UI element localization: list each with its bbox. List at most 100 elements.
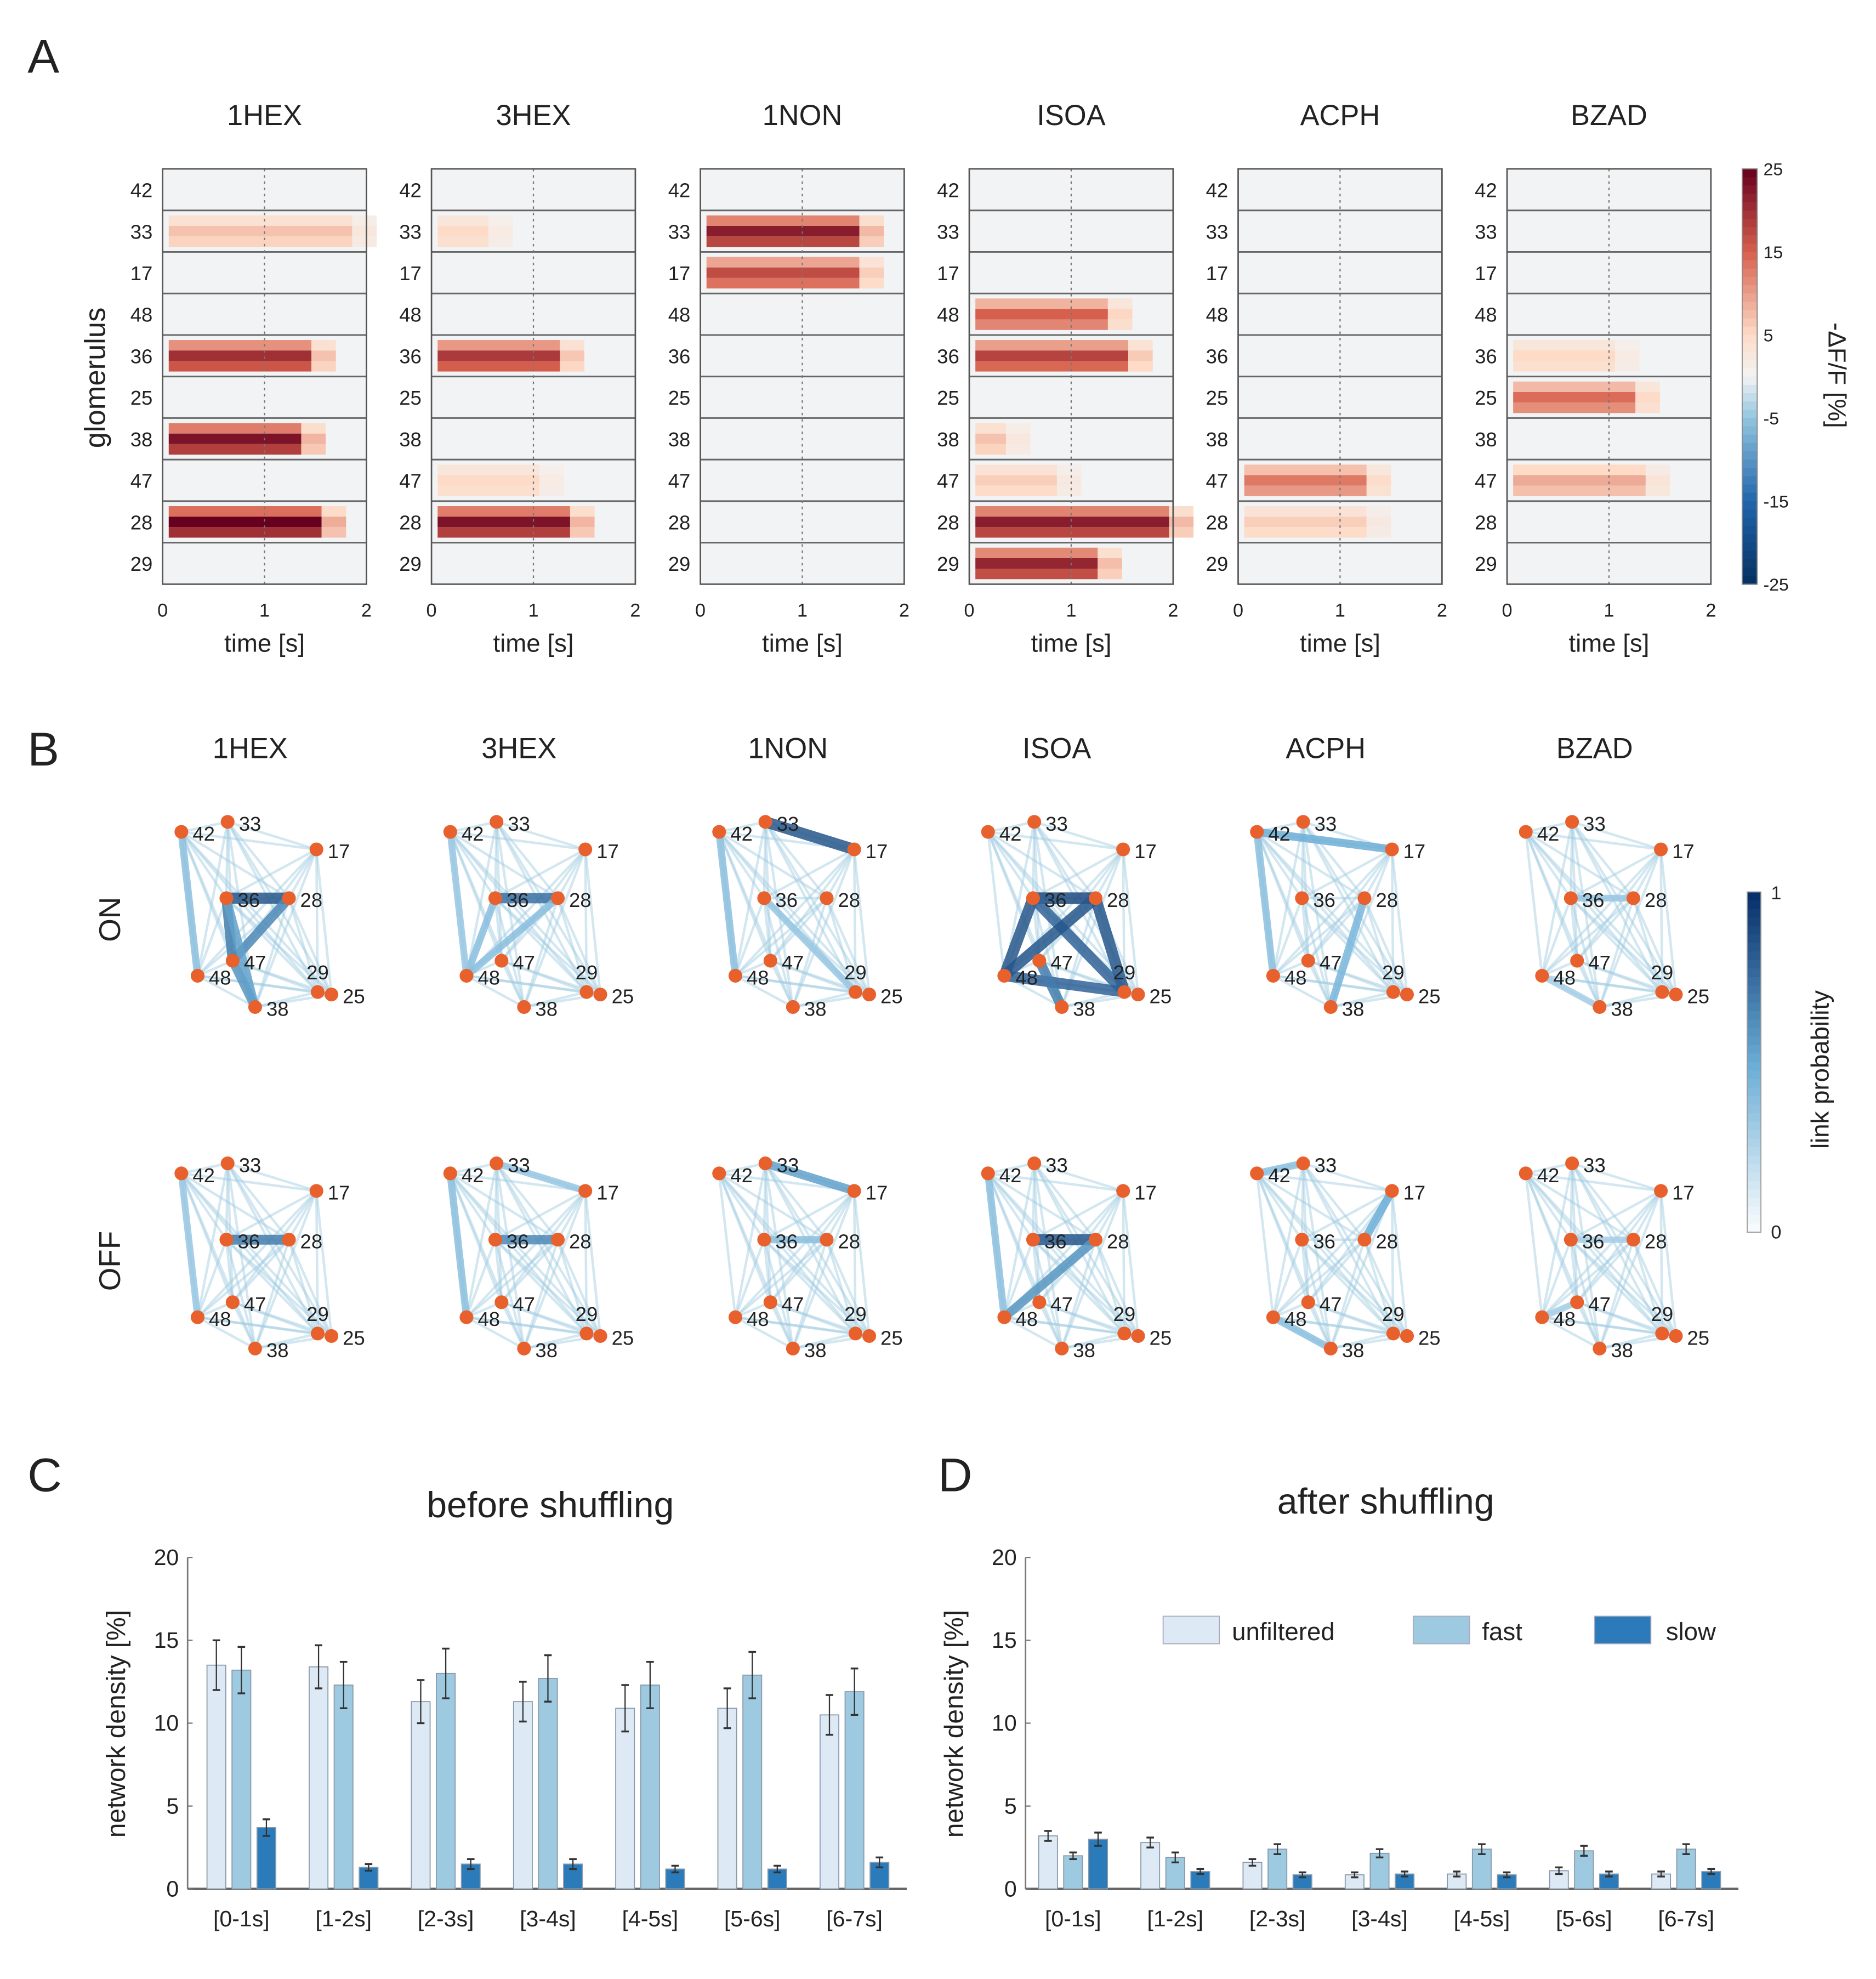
colorbar-cell: [1747, 1028, 1761, 1037]
link: [196, 1239, 228, 1318]
link: [987, 830, 1123, 851]
link: [987, 1173, 1041, 1303]
glomerulus-node: [1117, 985, 1132, 999]
link: [1571, 1163, 1663, 1334]
response-decay: [1366, 527, 1391, 538]
colorbar-cell: [1747, 934, 1761, 944]
link: [769, 848, 855, 962]
link: [718, 831, 765, 899]
node-label: 25: [1150, 1326, 1172, 1349]
response-trace: [168, 527, 322, 538]
glomerulus-node: [1570, 954, 1584, 968]
chart-title: before shuffling: [427, 1485, 674, 1526]
node-label: 17: [1403, 1182, 1426, 1204]
glomerulus-node: [786, 1341, 800, 1356]
colorbar-cell: [1747, 1002, 1761, 1012]
link: [494, 1239, 601, 1337]
response-decay: [1615, 350, 1640, 361]
colorbar-cell: [1747, 926, 1761, 935]
glomerulus-node: [190, 968, 205, 983]
response-trace: [437, 226, 489, 237]
link: [1273, 1315, 1407, 1337]
colorbar-cell: [1747, 1223, 1761, 1233]
response-decay: [301, 433, 326, 444]
link: [1302, 1163, 1366, 1241]
colorbar-cell: [1742, 542, 1758, 552]
node-label: 36: [237, 889, 260, 911]
link: [1255, 1172, 1332, 1349]
node-label: 25: [1418, 1326, 1441, 1349]
glomerulus-node: [1535, 968, 1549, 983]
glomerulus-node: [1654, 842, 1668, 857]
link: [852, 849, 857, 993]
response-trace: [437, 506, 570, 517]
glomerulus-node: [786, 1000, 800, 1014]
link: [852, 849, 871, 995]
y-tick-label: 5: [1004, 1793, 1017, 1818]
colorbar-cell: [1747, 892, 1761, 901]
response-trace: [975, 350, 1129, 361]
bar-fast: [640, 1685, 660, 1890]
link: [825, 848, 856, 899]
link: [1301, 848, 1393, 899]
link: [180, 831, 290, 899]
link: [1122, 1190, 1126, 1334]
colorbar-cell: [1747, 1189, 1761, 1199]
link: [1525, 1172, 1634, 1241]
glomerulus-node: [1116, 1184, 1130, 1198]
link: [1571, 1162, 1662, 1192]
node-label: 42: [1268, 823, 1291, 845]
response-decay: [1128, 350, 1153, 361]
glomerulus-node: [494, 954, 509, 968]
link: [1301, 821, 1310, 961]
link: [1038, 1301, 1125, 1335]
link: [718, 1172, 794, 1349]
link: [1302, 1163, 1408, 1337]
colorbar-cell: [1742, 568, 1758, 577]
link: [465, 1239, 497, 1318]
glomerulus-tick-label: 48: [130, 304, 153, 326]
link: [449, 1172, 525, 1349]
glomerulus-tick-label: 33: [399, 220, 422, 243]
network-on-1hex: 33 42 17 36 28 47 48 38 29 25: [174, 813, 365, 1020]
link: [734, 1190, 855, 1318]
link: [494, 848, 586, 899]
response-decay: [1366, 464, 1391, 475]
response-decay: [560, 340, 584, 351]
glomerulus-tick-label: 25: [1206, 387, 1229, 409]
glomerulus-node: [219, 891, 234, 905]
response-decay: [1098, 558, 1122, 569]
link: [1300, 1239, 1310, 1303]
link: [1540, 898, 1572, 977]
bar-unfiltered: [1038, 1835, 1058, 1890]
node-label: 42: [999, 1164, 1022, 1187]
y-axis-label: network density [%]: [940, 1610, 969, 1838]
link: [987, 831, 1034, 899]
response-trace: [975, 361, 1129, 372]
response-trace: [1513, 361, 1616, 372]
network-title: ISOA: [1022, 733, 1091, 764]
glomerulus-node: [248, 1000, 262, 1014]
node-label: 29: [576, 961, 598, 984]
link: [180, 1172, 228, 1241]
time-axis-label: time [s]: [224, 630, 305, 657]
response-decay: [1107, 319, 1133, 330]
y-tick-label: 0: [166, 1876, 179, 1901]
link: [1272, 848, 1393, 977]
response-trace: [706, 277, 860, 289]
link: [1255, 831, 1310, 961]
glomerulus-node: [220, 1156, 235, 1171]
glomerulus-tick-label: 33: [668, 220, 691, 243]
colorbar-cell: [1742, 376, 1758, 385]
link: [1540, 821, 1573, 976]
link: [1272, 974, 1332, 1008]
response-trace: [1244, 517, 1367, 528]
colorbar-cell: [1742, 384, 1758, 394]
link: [792, 1190, 856, 1349]
glomerulus-tick-label: 17: [668, 262, 691, 285]
link: [1273, 1315, 1394, 1335]
strong-link: [446, 1173, 470, 1318]
link: [226, 1163, 234, 1302]
node-label: 36: [775, 889, 798, 911]
